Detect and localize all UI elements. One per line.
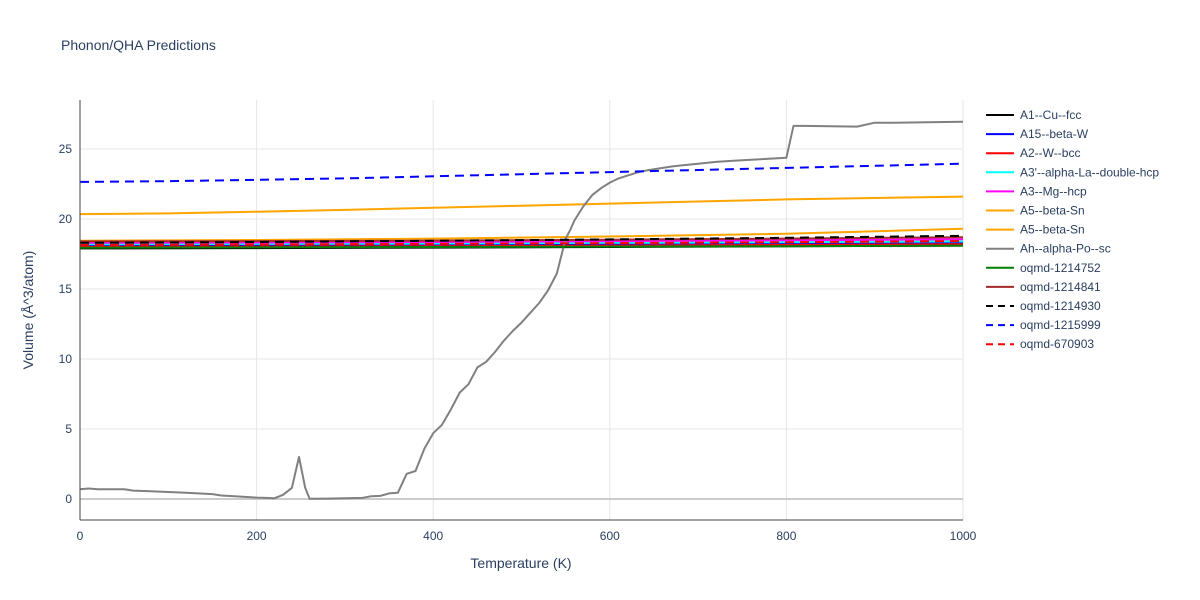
series-line-oqmd-670903-12 [79, 240, 964, 246]
x-tick-label: 800 [776, 529, 796, 543]
legend-item-label[interactable]: A3--Mg--hcp [1020, 184, 1087, 198]
x-tick-label: 600 [600, 529, 620, 543]
y-tick-label: 10 [59, 352, 73, 366]
axes: 0 200 400 600 800 1000 0 5 10 15 20 25 [59, 100, 977, 543]
grid [80, 100, 964, 520]
legend-item-label[interactable]: Ah--alpha-Po--sc [1020, 242, 1111, 256]
series-line-a5-beta-sn-5 [79, 227, 964, 242]
series-line-a3-mg-hcp-4 [79, 238, 964, 244]
y-tick-label: 5 [65, 422, 72, 436]
legend-item-label[interactable]: A3'--alpha-La--double-hcp [1020, 165, 1159, 179]
legend-item-label[interactable]: A2--W--bcc [1020, 146, 1080, 160]
x-tick-label: 200 [247, 529, 267, 543]
y-tick-label: 15 [59, 282, 73, 296]
legend-item-label[interactable]: A5--beta-Sn [1020, 204, 1085, 218]
legend-item-label[interactable]: oqmd-1214752 [1020, 261, 1101, 275]
y-axis-title: Volume (Å^3/atom) [20, 251, 36, 370]
legend-item-label[interactable]: oqmd-1214930 [1020, 299, 1101, 313]
x-axis-title: Temperature (K) [470, 555, 571, 571]
y-tick-label: 25 [59, 142, 73, 156]
x-tick-label: 400 [423, 529, 443, 543]
legend-item-label[interactable]: A1--Cu--fcc [1020, 108, 1081, 122]
series-line-oqmd-1215999-11 [79, 162, 964, 183]
series-line-a15-beta-w-1 [79, 241, 964, 247]
legend-item-label[interactable]: oqmd-670903 [1020, 337, 1094, 351]
chart-title: Phonon/QHA Predictions [61, 37, 216, 53]
legend-item-label[interactable]: A5--beta-Sn [1020, 223, 1085, 237]
legend-item-label[interactable]: A15--beta-W [1020, 127, 1089, 141]
plot-background [80, 100, 963, 520]
x-tick-label: 1000 [950, 529, 977, 543]
series-line-ah-alpha-po-sc-7 [79, 120, 964, 500]
series-line-oqmd-1214752-8 [79, 244, 964, 249]
legend: A1--Cu--fcc A15--beta-W A2--W--bcc A3'--alp… [986, 108, 1159, 351]
series-line-a5-beta-sn-6 [79, 195, 964, 216]
x-tick-label: 0 [77, 529, 84, 543]
y-tick-label: 0 [65, 492, 72, 506]
series-layer [79, 120, 964, 500]
legend-item-label[interactable]: oqmd-1214841 [1020, 280, 1101, 294]
series-line-oqmd-1214930-10 [79, 234, 964, 244]
legend-item-label[interactable]: oqmd-1215999 [1020, 318, 1101, 332]
y-tick-label: 20 [59, 212, 73, 226]
